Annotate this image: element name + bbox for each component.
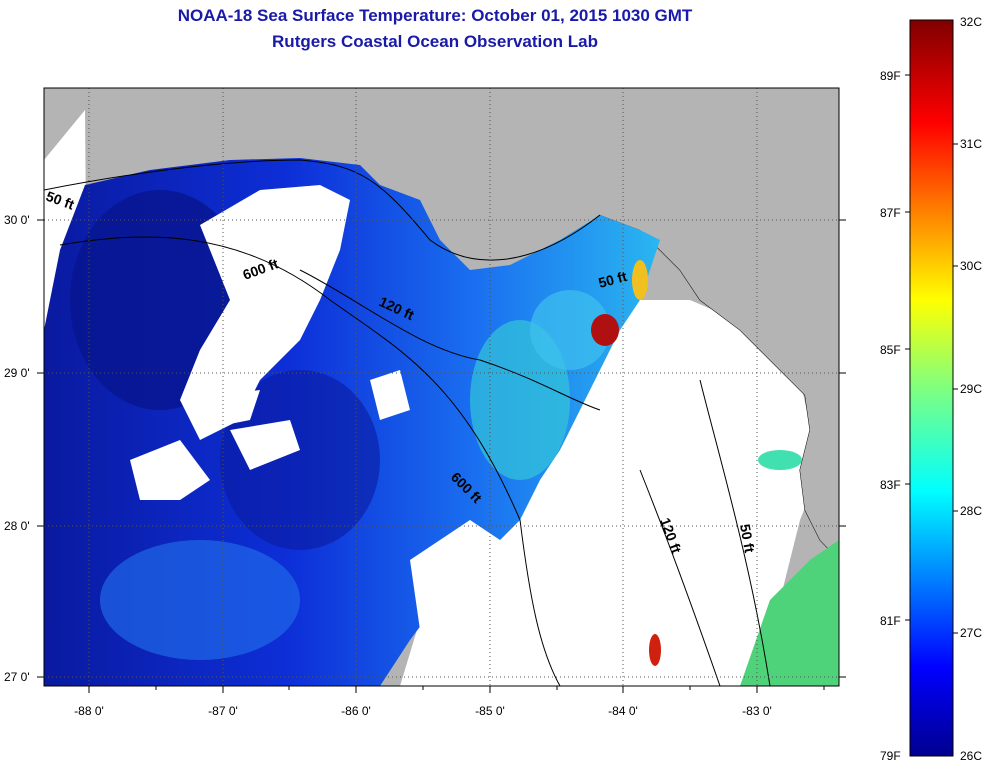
warm-patch — [100, 540, 300, 660]
colorbar-f-label: 81F — [880, 614, 901, 628]
florida-land — [600, 88, 839, 560]
x-tick-label: -84 0' — [608, 704, 638, 718]
x-tick-label: -87 0' — [208, 704, 238, 718]
graticule — [44, 88, 839, 686]
warm-coastal — [591, 260, 839, 686]
cold-patch — [220, 370, 380, 550]
plot-area: 50 ft 600 ft 120 ft 50 ft 600 ft 120 ft … — [44, 88, 839, 686]
colorbar-f-label: 83F — [880, 478, 901, 492]
x-tick-label: -88 0' — [74, 704, 104, 718]
map-subtitle: Rutgers Coastal Ocean Observation Lab — [272, 32, 598, 51]
colorbar-c-label: 28C — [960, 504, 982, 518]
colorbar-ticks — [905, 74, 958, 634]
x-tick-label: -83 0' — [742, 704, 772, 718]
map-title: NOAA-18 Sea Surface Temperature: October… — [177, 6, 693, 25]
y-tick-label: 27 0' — [4, 670, 30, 684]
colorbar-f-label: 89F — [880, 69, 901, 83]
y-tick-label: 30 0' — [4, 213, 30, 227]
colorbar — [909, 19, 954, 757]
x-tick-label: -85 0' — [475, 704, 505, 718]
colorbar-c-label: 26C — [960, 749, 982, 763]
bathymetry-lines — [44, 159, 771, 686]
plot-frame — [43, 87, 840, 687]
colorbar-c-label: 31C — [960, 137, 982, 151]
axis-ticks — [37, 219, 846, 693]
colorbar-f-label: 87F — [880, 206, 901, 220]
y-tick-label: 29 0' — [4, 366, 30, 380]
colorbar-f-label: 85F — [880, 343, 901, 357]
contour-label: 50 ft — [597, 268, 629, 291]
colorbar-c-label: 32C — [960, 15, 982, 29]
x-tick-label: -86 0' — [341, 704, 371, 718]
y-tick-label: 28 0' — [4, 519, 30, 533]
no-data-peninsula — [400, 300, 820, 686]
colorbar-c-label: 30C — [960, 259, 982, 273]
contour-label: 50 ft — [737, 523, 758, 554]
colorbar-f-label: 79F — [880, 749, 901, 763]
colorbar-c-label: 27C — [960, 626, 982, 640]
warm-patch — [530, 290, 610, 370]
colorbar-c-label: 29C — [960, 382, 982, 396]
